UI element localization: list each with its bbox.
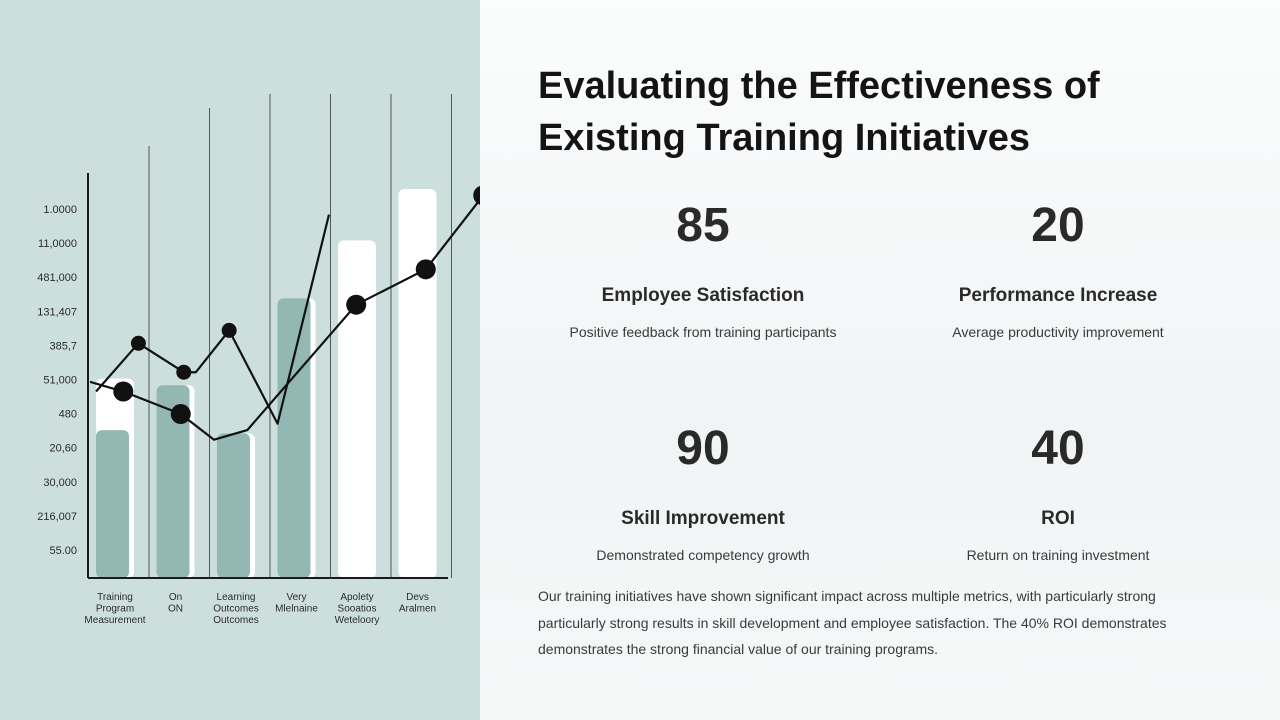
chart-bar [156,385,190,578]
stat-value: 85 [676,199,730,252]
stat-value: 90 [676,422,730,475]
y-tick-label: 30,000 [43,477,77,489]
x-category-label: Apolety [340,592,373,603]
stat-label: Performance Increase [958,285,1158,306]
x-category-label: Measurement [84,615,145,626]
stat-description: Return on training investment [966,547,1150,563]
stat-employee-satisfaction: 85 Employee Satisfaction Positive feedba… [543,198,863,341]
y-tick-label: 11,0000 [38,238,77,250]
chart-panel: 1.0000 11,0000 481,000 131,407 385,7 51,000 48… [0,0,480,720]
stat-description: Positive feedback from training particip… [569,324,837,340]
chart-series-line [89,197,480,441]
summary-paragraph: Our training initiatives have shown sign… [538,588,1167,657]
chart-point [473,185,480,205]
stat-value: 20 [1031,199,1085,252]
stat-value: 40 [1031,422,1085,475]
x-category-label: ON [168,604,183,615]
y-tick-label: 481,000 [37,272,77,284]
y-tick-label: 385,7 [49,340,77,352]
y-tick-label: 55.00 [49,545,77,557]
y-tick-label: 131,407 [37,306,77,318]
stat-label: Employee Satisfaction [601,285,805,306]
y-tick-label: 480 [59,409,77,421]
stat-roi: 40 ROI Return on training investment [898,421,1218,564]
chart-bar [398,188,437,578]
chart-point [346,294,367,315]
chart-point [170,404,191,425]
training-chart: 1.0000 11,0000 481,000 131,407 385,7 51,000 48… [37,94,480,626]
x-category-label: Sooatios [338,604,377,615]
x-category-label: Weteloory [335,615,380,626]
stat-performance-increase: 20 Performance Increase Average producti… [898,198,1218,341]
x-category-label: Very [286,592,306,603]
x-category-label: Aralmen [399,604,436,615]
x-category-label: Outcomes [213,615,259,626]
chart-bar [277,298,311,578]
x-category-label: Outcomes [213,604,259,615]
x-category-label: On [169,592,182,603]
chart-point [176,364,192,380]
chart-point [221,322,237,338]
stat-description: Average productivity improvement [952,324,1164,340]
chart-point [130,335,146,351]
x-category-label: Learning [217,592,256,603]
content-panel: Evaluating the Effectiveness of Existing… [480,0,1280,720]
chart-point [113,381,134,402]
slide-title: Evaluating the Effectiveness of Existing… [538,65,1100,159]
x-category-label: Devs [406,592,429,603]
stat-skill-improvement: 90 Skill Improvement Demonstrated compet… [543,421,863,564]
chart-point [415,259,436,280]
y-tick-label: 20,60 [49,443,77,455]
x-category-label: Training [97,592,133,603]
chart-bar [217,433,250,578]
stat-label: ROI [1041,508,1075,529]
x-category-label: Mlelnaine [275,604,318,615]
stat-label: Skill Improvement [621,508,785,529]
stat-description: Demonstrated competency growth [596,547,810,563]
chart-bar [338,240,376,578]
y-tick-label: 1.0000 [43,204,77,216]
chart-bar [96,430,129,578]
x-category-label: Program [96,604,134,615]
y-tick-label: 216,007 [37,511,77,523]
y-tick-label: 51,000 [43,375,77,387]
